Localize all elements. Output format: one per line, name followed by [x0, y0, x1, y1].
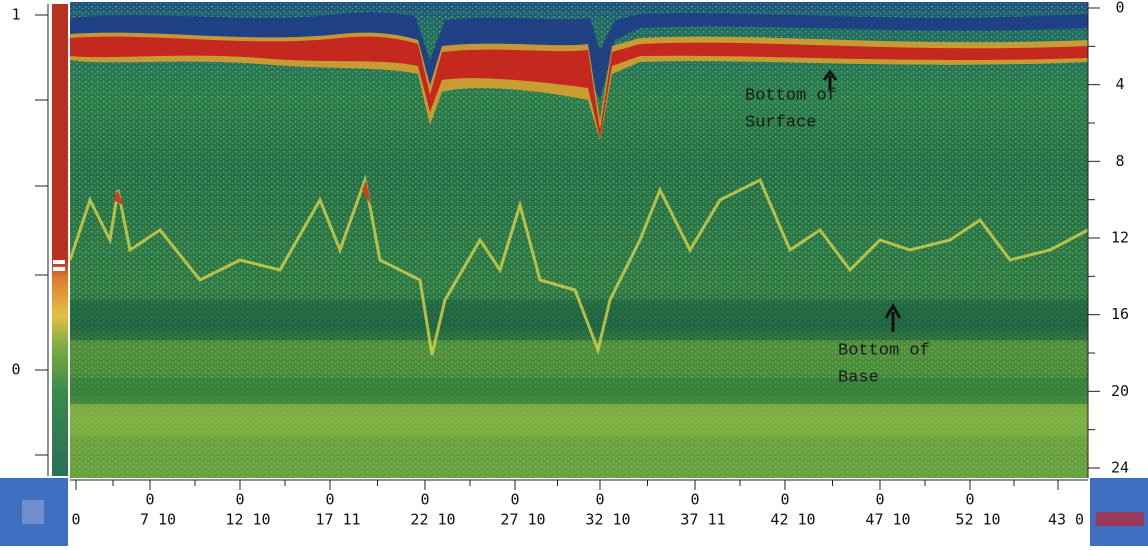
distance-marker: 0: [690, 491, 699, 509]
distance-marker: 0: [510, 491, 519, 509]
distance-label: 37 11: [680, 511, 725, 529]
distance-label: 52 10: [955, 511, 1000, 529]
color-legend: [52, 4, 68, 476]
left-scale-label: 0: [11, 361, 20, 379]
distance-label: 43 0: [1048, 511, 1084, 529]
distance-marker: 0: [595, 491, 604, 509]
distance-marker: 0: [965, 491, 974, 509]
distance-marker: 0: [235, 491, 244, 509]
distance-label: 47 10: [865, 511, 910, 529]
distance-label: 17 11: [315, 511, 360, 529]
depth-label: 8: [1115, 152, 1124, 170]
depth-label: 16: [1111, 305, 1129, 323]
corner-inset: [22, 500, 44, 524]
dark-band: [70, 378, 1088, 404]
annotation: Base: [838, 368, 879, 387]
distance-label: 32 10: [585, 511, 630, 529]
distance-marker: 0: [325, 491, 334, 509]
surface-red: [70, 36, 1088, 138]
depth-label: 12: [1111, 229, 1129, 247]
annotation-arrow: [822, 69, 838, 90]
distance-label: 0: [71, 511, 80, 529]
depth-label: 4: [1115, 75, 1124, 93]
distance-marker: 0: [875, 491, 884, 509]
annotation: Surface: [745, 113, 816, 132]
legend-marker: [53, 260, 65, 264]
annotation-arrow: [884, 303, 902, 332]
light-band: [70, 404, 1088, 436]
distance-marker: 0: [780, 491, 789, 509]
distance-axis-area: [70, 478, 1088, 546]
left-ticks: [35, 99, 48, 456]
distance-label: 12 10: [225, 511, 270, 529]
left-scale-label: 1: [11, 6, 20, 24]
distance-marker: 0: [420, 491, 429, 509]
legend-marker: [53, 267, 65, 271]
corner-inset: [1096, 512, 1144, 526]
distance-label: 7 10: [140, 511, 176, 529]
depth-label: 20: [1111, 382, 1129, 400]
distance-label: 42 10: [770, 511, 815, 529]
annotation: Bottom of: [838, 341, 930, 360]
distance-marker: 0: [145, 491, 154, 509]
distance-label: 22 10: [410, 511, 455, 529]
dark-band: [70, 300, 1088, 340]
distance-label: 27 10: [500, 511, 545, 529]
depth-label: 0: [1115, 0, 1124, 17]
base-trace: [68, 174, 1089, 356]
annotation: Bottom of: [745, 86, 837, 105]
depth-label: 24: [1111, 459, 1129, 477]
